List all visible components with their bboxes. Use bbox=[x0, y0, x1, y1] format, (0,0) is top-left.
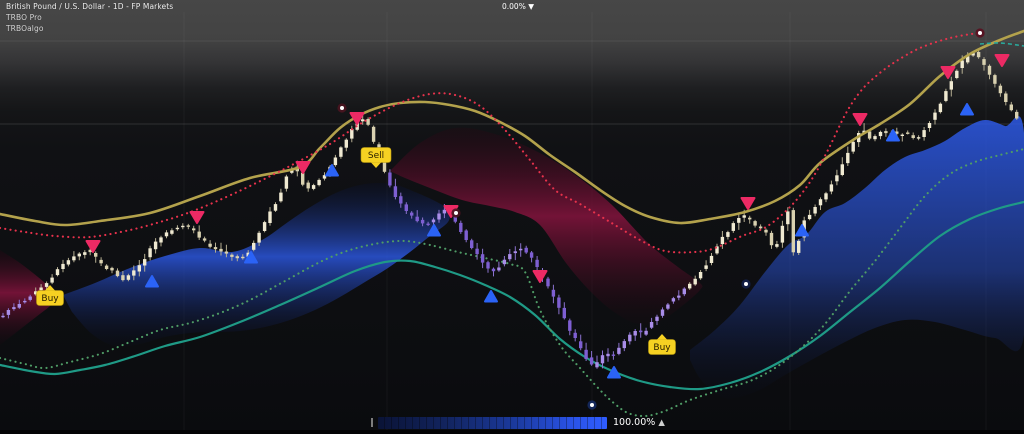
svg-text:Buy: Buy bbox=[41, 294, 59, 304]
sell-signal-triangle-icon bbox=[349, 112, 365, 125]
buy-signal-triangle-icon bbox=[886, 129, 900, 142]
sell-signal-triangle-icon bbox=[940, 66, 956, 79]
buy-signal-triangle-icon bbox=[960, 103, 974, 116]
bear-cloud-mid bbox=[390, 127, 703, 325]
buy-signal-triangle-icon bbox=[427, 224, 441, 237]
buy-label: Buy bbox=[648, 334, 676, 355]
chart-bottom-edge bbox=[0, 430, 1024, 434]
svg-text:Buy: Buy bbox=[653, 343, 671, 353]
pivot-dot-icon bbox=[744, 282, 748, 286]
lower-band-dotted-line bbox=[0, 147, 1024, 418]
buy-signal-triangle-icon bbox=[607, 366, 621, 379]
candle-bodies bbox=[1, 52, 1019, 368]
trade-labels: Buy Sell Buy bbox=[36, 147, 676, 355]
label-tail-up-icon bbox=[657, 334, 667, 340]
change-badge: 0.00% ▼ bbox=[468, 2, 568, 11]
basis-line bbox=[0, 29, 1024, 227]
signal-triangles bbox=[85, 54, 1010, 379]
bull-cloud-right bbox=[690, 116, 1024, 399]
slow-trend-line bbox=[0, 200, 1024, 391]
buy-signal-triangle-icon bbox=[145, 275, 159, 288]
pivot-dot-icon bbox=[454, 211, 458, 215]
change-value: 0.00% bbox=[502, 2, 526, 11]
buy-label: Buy bbox=[36, 285, 64, 306]
sell-signal-triangle-icon bbox=[740, 197, 756, 210]
buy-signal-triangle-icon bbox=[484, 290, 498, 303]
sell-signal-triangle-icon bbox=[295, 161, 311, 174]
indicator-label-trbo-pro[interactable]: TRBO Pro bbox=[6, 13, 42, 22]
trend-clouds bbox=[0, 116, 1024, 399]
sell-signal-triangle-icon bbox=[852, 113, 868, 126]
sell-signal-triangle-icon bbox=[994, 54, 1010, 67]
pivot-dot-icon bbox=[340, 106, 344, 110]
buy-signal-triangle-icon bbox=[795, 224, 809, 237]
sell-signal-triangle-icon bbox=[85, 240, 101, 253]
pivot-dot-icon bbox=[978, 31, 982, 35]
symbol-title: British Pound / U.S. Dollar - 1D - FP Ma… bbox=[6, 2, 174, 11]
buy-signal-triangle-icon bbox=[244, 251, 258, 264]
teal-dashed-line bbox=[979, 42, 1024, 47]
change-down-arrow-icon: ▼ bbox=[528, 2, 534, 11]
pivot-dots bbox=[337, 28, 985, 410]
label-tail-down-icon bbox=[371, 162, 381, 168]
sell-label: Sell bbox=[360, 147, 392, 168]
sell-signal-triangle-icon bbox=[532, 270, 548, 283]
sell-signal-triangle-icon bbox=[189, 211, 205, 224]
buy-signal-triangle-icon bbox=[325, 164, 339, 177]
svg-text:Sell: Sell bbox=[368, 151, 384, 161]
pivot-dot-icon bbox=[590, 403, 594, 407]
label-tail-up-icon bbox=[45, 285, 55, 291]
indicator-label-trboalgo[interactable]: TRBOalgo bbox=[6, 24, 44, 33]
bull-cloud-left bbox=[63, 183, 450, 347]
